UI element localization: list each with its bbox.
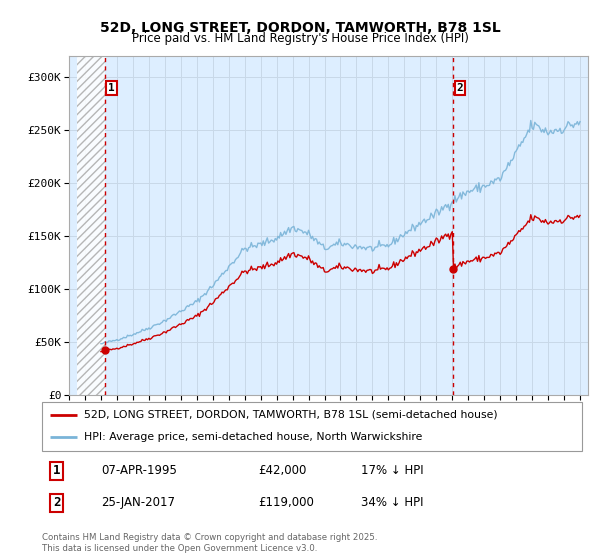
Text: 1: 1: [53, 464, 61, 477]
Text: HPI: Average price, semi-detached house, North Warwickshire: HPI: Average price, semi-detached house,…: [84, 432, 422, 442]
Text: 2: 2: [53, 496, 61, 510]
Text: 1: 1: [109, 83, 115, 93]
Text: 52D, LONG STREET, DORDON, TAMWORTH, B78 1SL (semi-detached house): 52D, LONG STREET, DORDON, TAMWORTH, B78 …: [84, 410, 498, 420]
FancyBboxPatch shape: [42, 402, 582, 451]
Bar: [77, 56, 105, 395]
Text: 25-JAN-2017: 25-JAN-2017: [101, 496, 175, 510]
Text: £119,000: £119,000: [258, 496, 314, 510]
Text: Contains HM Land Registry data © Crown copyright and database right 2025.
This d: Contains HM Land Registry data © Crown c…: [42, 533, 377, 553]
Text: 2: 2: [457, 83, 463, 93]
Text: 34% ↓ HPI: 34% ↓ HPI: [361, 496, 423, 510]
Text: 17% ↓ HPI: 17% ↓ HPI: [361, 464, 423, 477]
Text: 07-APR-1995: 07-APR-1995: [101, 464, 177, 477]
Text: 52D, LONG STREET, DORDON, TAMWORTH, B78 1SL: 52D, LONG STREET, DORDON, TAMWORTH, B78 …: [100, 21, 500, 35]
Text: Price paid vs. HM Land Registry's House Price Index (HPI): Price paid vs. HM Land Registry's House …: [131, 32, 469, 45]
Text: £42,000: £42,000: [258, 464, 307, 477]
